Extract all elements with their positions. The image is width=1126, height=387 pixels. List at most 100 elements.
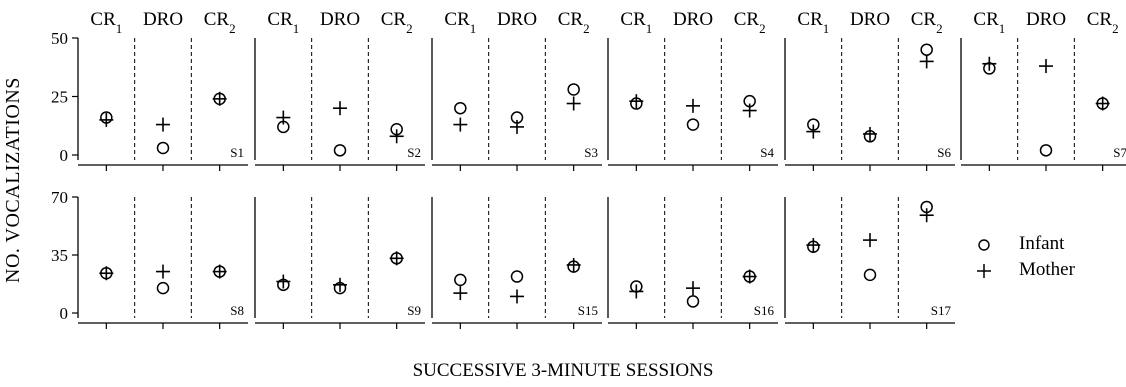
infant-marker — [454, 273, 467, 287]
mother-marker — [333, 101, 347, 116]
infant-marker — [454, 101, 467, 115]
legend-label-infant: Infant — [1019, 233, 1065, 254]
y-tick-label: 50 — [51, 29, 68, 48]
panel-s6: S6 — [784, 38, 955, 171]
mother-marker — [1095, 96, 1110, 111]
mother-marker — [156, 117, 170, 132]
infant-marker — [983, 62, 996, 75]
mother-marker — [566, 96, 581, 111]
mother-marker — [99, 266, 114, 281]
phase-label-cr2: CR2 — [381, 9, 413, 36]
infant-marker — [277, 278, 290, 292]
mother-marker — [510, 289, 524, 304]
subject-label: S16 — [754, 303, 775, 318]
mother-marker — [982, 56, 997, 71]
phase-label-cr1: CR1 — [90, 9, 122, 36]
infant-marker — [686, 118, 700, 131]
infant-marker — [1096, 97, 1109, 110]
infant-marker — [743, 94, 756, 108]
panel-s1: S1 — [77, 38, 248, 171]
y-axis-row-2: 0 35 70 — [51, 188, 78, 323]
infant-marker — [213, 265, 226, 278]
infant-marker — [567, 83, 580, 96]
infant-marker — [100, 111, 113, 124]
phase-label-cr1: CR1 — [267, 9, 299, 36]
panel-s9: S9 — [254, 197, 425, 329]
phase-label-dro: DRO — [143, 9, 183, 30]
infant-marker — [863, 130, 877, 143]
panel-s3: S3 — [431, 38, 602, 171]
y-tick-label: 70 — [51, 188, 68, 207]
y-tick-label: 0 — [60, 304, 69, 323]
panel-s4: S4 — [607, 38, 778, 171]
y-axis-label: NO. VOCALIZATIONS — [2, 77, 24, 283]
infant-marker — [863, 268, 877, 282]
infant-marker — [510, 270, 524, 283]
subject-label: S17 — [931, 303, 952, 318]
infant-marker — [277, 120, 290, 134]
mother-marker — [686, 281, 700, 296]
phase-label-dro: DRO — [320, 9, 360, 30]
subject-label: S7 — [1113, 145, 1126, 160]
infant-marker — [743, 270, 756, 283]
phase-header: CR1 DRO CR2 — [620, 9, 765, 36]
subject-label: S9 — [407, 303, 421, 318]
phase-label-cr1: CR1 — [444, 9, 476, 36]
subject-label: S1 — [230, 145, 244, 160]
mother-marker — [389, 251, 404, 266]
mother-marker — [742, 103, 757, 118]
subject-label: S15 — [578, 303, 598, 318]
mother-marker — [276, 110, 291, 125]
phase-label-dro: DRO — [673, 9, 713, 30]
mother-marker — [919, 208, 934, 223]
panel-s2: S2 — [254, 38, 425, 171]
infant-marker — [213, 92, 226, 106]
mother-marker — [510, 119, 524, 134]
panel-s15: S15 — [431, 197, 602, 329]
infant-marker — [333, 144, 347, 157]
infant-marker — [390, 252, 403, 265]
infant-marker — [510, 111, 524, 124]
subject-label: S8 — [230, 303, 244, 318]
infant-marker — [630, 97, 643, 110]
infant-marker — [333, 281, 347, 295]
phase-label-cr2: CR2 — [1087, 9, 1119, 36]
phase-label-cr2: CR2 — [204, 9, 236, 36]
subject-label: S6 — [937, 145, 951, 160]
infant-marker — [156, 141, 170, 155]
mother-marker — [212, 264, 227, 279]
mother-marker — [453, 286, 468, 301]
mother-marker — [686, 98, 700, 113]
legend-item-mother: Mother — [975, 259, 1100, 285]
infant-marker — [567, 260, 580, 273]
phase-label-dro: DRO — [850, 9, 890, 30]
phase-label-cr1: CR1 — [620, 9, 652, 36]
mother-marker — [806, 124, 821, 139]
infant-marker — [807, 118, 820, 131]
mother-marker — [1039, 59, 1053, 74]
infant-marker — [156, 281, 170, 295]
mother-marker — [156, 264, 170, 279]
infant-marker — [920, 43, 933, 56]
y-tick-label: 35 — [51, 246, 68, 265]
legend-item-infant: Infant — [975, 233, 1100, 259]
y-tick-label: 25 — [51, 88, 68, 107]
y-tick-label: 0 — [60, 146, 69, 165]
infant-marker — [807, 240, 820, 253]
infant-marker — [920, 200, 933, 214]
phase-label-cr2: CR2 — [911, 9, 943, 36]
subject-label: S3 — [584, 145, 598, 160]
phase-header: CR1 DRO CR2 — [444, 9, 589, 36]
phase-header: CR1 DRO CR2 — [90, 9, 235, 36]
infant-marker — [100, 266, 113, 280]
mother-marker — [742, 269, 757, 284]
panel-s8: S8 — [77, 197, 248, 329]
phase-header: CR1 DRO CR2 — [973, 9, 1118, 36]
y-axis-row-1: 0 25 50 — [51, 29, 78, 165]
infant-marker — [390, 123, 403, 136]
mother-marker — [212, 91, 227, 106]
phase-header: CR1 DRO CR2 — [797, 9, 942, 36]
legend: Infant Mother — [975, 227, 1100, 289]
phase-label-dro: DRO — [1026, 9, 1066, 30]
